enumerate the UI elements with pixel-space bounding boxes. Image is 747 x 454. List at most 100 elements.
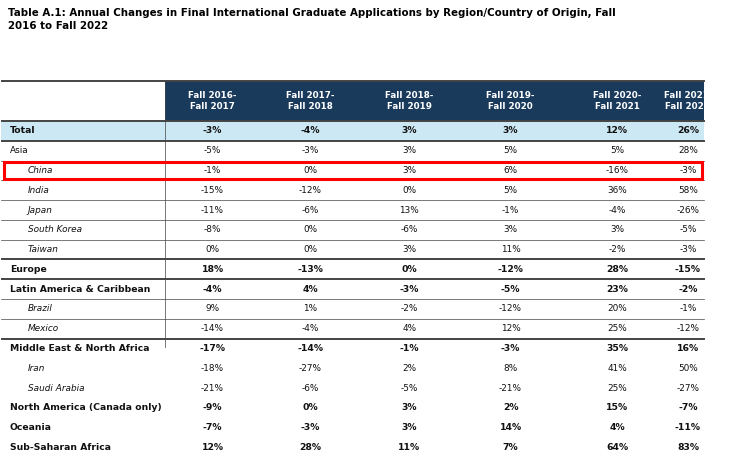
Text: 3%: 3%	[503, 225, 518, 234]
Text: -5%: -5%	[679, 225, 697, 234]
Text: 28%: 28%	[299, 443, 321, 452]
Text: Fall 2017-
Fall 2018: Fall 2017- Fall 2018	[286, 91, 335, 111]
Text: 5%: 5%	[503, 146, 518, 155]
Bar	[1, 339, 704, 358]
Text: 20%: 20%	[607, 305, 627, 313]
Text: 41%: 41%	[607, 364, 627, 373]
Text: Europe: Europe	[10, 265, 46, 274]
Bar	[1, 279, 704, 299]
Text: -9%: -9%	[202, 403, 223, 412]
Text: 12%: 12%	[606, 127, 628, 135]
Text: 4%: 4%	[403, 324, 417, 333]
Text: 11%: 11%	[500, 245, 521, 254]
Text: Fall 2020-
Fall 2021: Fall 2020- Fall 2021	[593, 91, 641, 111]
Text: 2%: 2%	[503, 403, 518, 412]
Text: 28%: 28%	[678, 146, 698, 155]
Text: -8%: -8%	[204, 225, 221, 234]
Text: 15%: 15%	[606, 403, 628, 412]
Text: Saudi Arabia: Saudi Arabia	[28, 384, 84, 393]
Text: 12%: 12%	[500, 324, 521, 333]
Bar	[1, 260, 704, 279]
Text: 0%: 0%	[205, 245, 220, 254]
Bar	[1, 418, 704, 438]
Text: -6%: -6%	[301, 384, 319, 393]
Text: 5%: 5%	[503, 186, 518, 195]
Text: -7%: -7%	[202, 423, 223, 432]
Text: -4%: -4%	[300, 127, 320, 135]
Text: -5%: -5%	[500, 285, 520, 294]
Text: -3%: -3%	[300, 423, 320, 432]
Bar	[1, 438, 704, 454]
Text: 5%: 5%	[610, 146, 624, 155]
Text: 7%: 7%	[503, 443, 518, 452]
Bar	[1, 220, 704, 240]
Text: 13%: 13%	[400, 206, 419, 215]
Text: 0%: 0%	[303, 245, 317, 254]
Text: 18%: 18%	[202, 265, 223, 274]
Text: -7%: -7%	[678, 403, 698, 412]
Text: 0%: 0%	[303, 225, 317, 234]
Text: -1%: -1%	[400, 344, 419, 353]
Text: China: China	[28, 166, 53, 175]
Text: Iran: Iran	[28, 364, 45, 373]
Text: 9%: 9%	[205, 305, 220, 313]
Text: Taiwan: Taiwan	[28, 245, 58, 254]
Text: Latin America & Caribbean: Latin America & Caribbean	[10, 285, 150, 294]
Text: 3%: 3%	[402, 403, 417, 412]
Text: -27%: -27%	[299, 364, 321, 373]
Text: -12%: -12%	[677, 324, 699, 333]
Text: Total: Total	[10, 127, 36, 135]
Text: 8%: 8%	[503, 364, 518, 373]
Text: 3%: 3%	[403, 146, 417, 155]
Text: 0%: 0%	[303, 403, 318, 412]
Bar	[1, 180, 704, 200]
Text: -16%: -16%	[606, 166, 628, 175]
Text: Fall 2019-
Fall 2020: Fall 2019- Fall 2020	[486, 91, 535, 111]
Text: 36%: 36%	[607, 186, 627, 195]
Text: 25%: 25%	[607, 384, 627, 393]
Text: -2%: -2%	[400, 305, 418, 313]
Text: -14%: -14%	[201, 324, 224, 333]
Text: 3%: 3%	[503, 127, 518, 135]
Bar	[1, 319, 704, 339]
Bar	[1, 240, 704, 260]
Text: -4%: -4%	[608, 206, 626, 215]
Text: 11%: 11%	[398, 443, 421, 452]
Text: Table A.1: Annual Changes in Final International Graduate Applications by Region: Table A.1: Annual Changes in Final Inter…	[8, 8, 616, 31]
Text: North America (Canada only): North America (Canada only)	[10, 403, 161, 412]
Text: South Korea: South Korea	[28, 225, 81, 234]
Text: 23%: 23%	[606, 285, 628, 294]
Text: Oceania: Oceania	[10, 423, 52, 432]
Text: -15%: -15%	[201, 186, 224, 195]
Bar	[1, 378, 704, 398]
Text: 64%: 64%	[606, 443, 628, 452]
Text: Mexico: Mexico	[28, 324, 59, 333]
Text: 58%: 58%	[678, 186, 698, 195]
Text: -3%: -3%	[679, 245, 697, 254]
Text: -12%: -12%	[299, 186, 321, 195]
Text: India: India	[28, 186, 49, 195]
Text: 83%: 83%	[677, 443, 699, 452]
Text: 3%: 3%	[402, 127, 417, 135]
Text: 25%: 25%	[607, 324, 627, 333]
Text: -1%: -1%	[502, 206, 519, 215]
Text: -11%: -11%	[201, 206, 224, 215]
Text: 0%: 0%	[303, 166, 317, 175]
Text: 14%: 14%	[500, 423, 521, 432]
Text: Fall 2018-
Fall 2019: Fall 2018- Fall 2019	[385, 91, 433, 111]
Bar	[1, 161, 704, 180]
Text: -26%: -26%	[677, 206, 699, 215]
Text: -21%: -21%	[499, 384, 522, 393]
Text: -12%: -12%	[499, 305, 522, 313]
Text: 4%: 4%	[609, 423, 624, 432]
Text: 16%: 16%	[677, 344, 699, 353]
Bar	[1, 358, 704, 378]
Text: Fall 2021-
Fall 2022: Fall 2021- Fall 2022	[663, 91, 712, 111]
Text: 35%: 35%	[606, 344, 628, 353]
Text: 3%: 3%	[610, 225, 624, 234]
Text: 28%: 28%	[606, 265, 628, 274]
Text: -21%: -21%	[201, 384, 224, 393]
Text: -4%: -4%	[301, 324, 319, 333]
Text: -5%: -5%	[204, 146, 221, 155]
Text: 50%: 50%	[678, 364, 698, 373]
